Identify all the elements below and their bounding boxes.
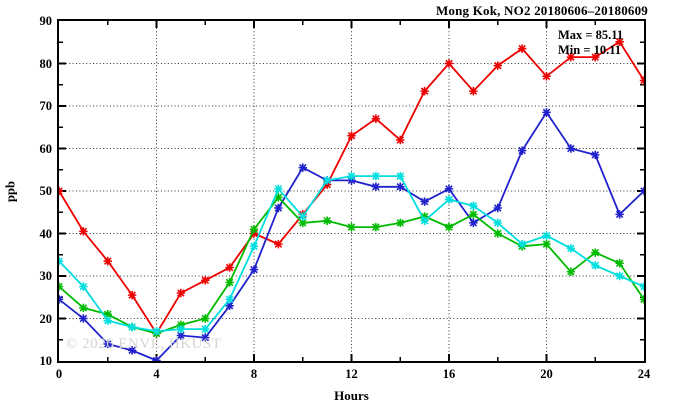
max-annotation: Max = 85.11 [558, 28, 624, 42]
max-min-annotation: Max = 85.11 Min = 10.11 [558, 28, 623, 58]
y-tick-label: 30 [39, 269, 53, 283]
watermark: © 2026 ENVE, HKUST [66, 336, 222, 352]
series-markers-day-1-red [59, 37, 644, 338]
y-tick-label: 40 [39, 226, 53, 241]
x-tick-label: 12 [345, 367, 358, 381]
x-tick-label: 4 [153, 367, 160, 381]
x-tick-label: 8 [250, 367, 258, 381]
plot-canvas [59, 21, 644, 361]
x-axis-label: Hours [334, 388, 369, 403]
min-annotation: Min = 10.11 [558, 43, 622, 57]
y-tick-label: 90 [39, 14, 53, 28]
y-tick-label: 50 [39, 184, 53, 198]
chart-title: Mong Kok, NO2 20180606–20180609 [435, 3, 648, 18]
series-line-day-2-blue [59, 110, 644, 361]
y-tick-label: 70 [39, 99, 53, 113]
series-markers-day-4-cyan [59, 171, 644, 336]
y-tick-label: 60 [39, 141, 53, 156]
x-tick-label: 20 [540, 367, 553, 381]
x-tick-label: 24 [637, 367, 651, 381]
y-tick-label: 10 [39, 354, 53, 368]
y-tick-label: 20 [39, 311, 53, 326]
x-tick-label: 0 [55, 367, 63, 381]
x-tick-label: 16 [442, 367, 456, 381]
series-line-day-4-cyan [59, 175, 644, 333]
series-markers-day-2-blue [59, 108, 644, 361]
series-line-day-3-green [59, 196, 644, 335]
plot-area: Max = 85.11 Min = 10.11 © 2026 ENVE, HKU… [57, 19, 646, 363]
y-tick-label: 80 [39, 56, 53, 71]
